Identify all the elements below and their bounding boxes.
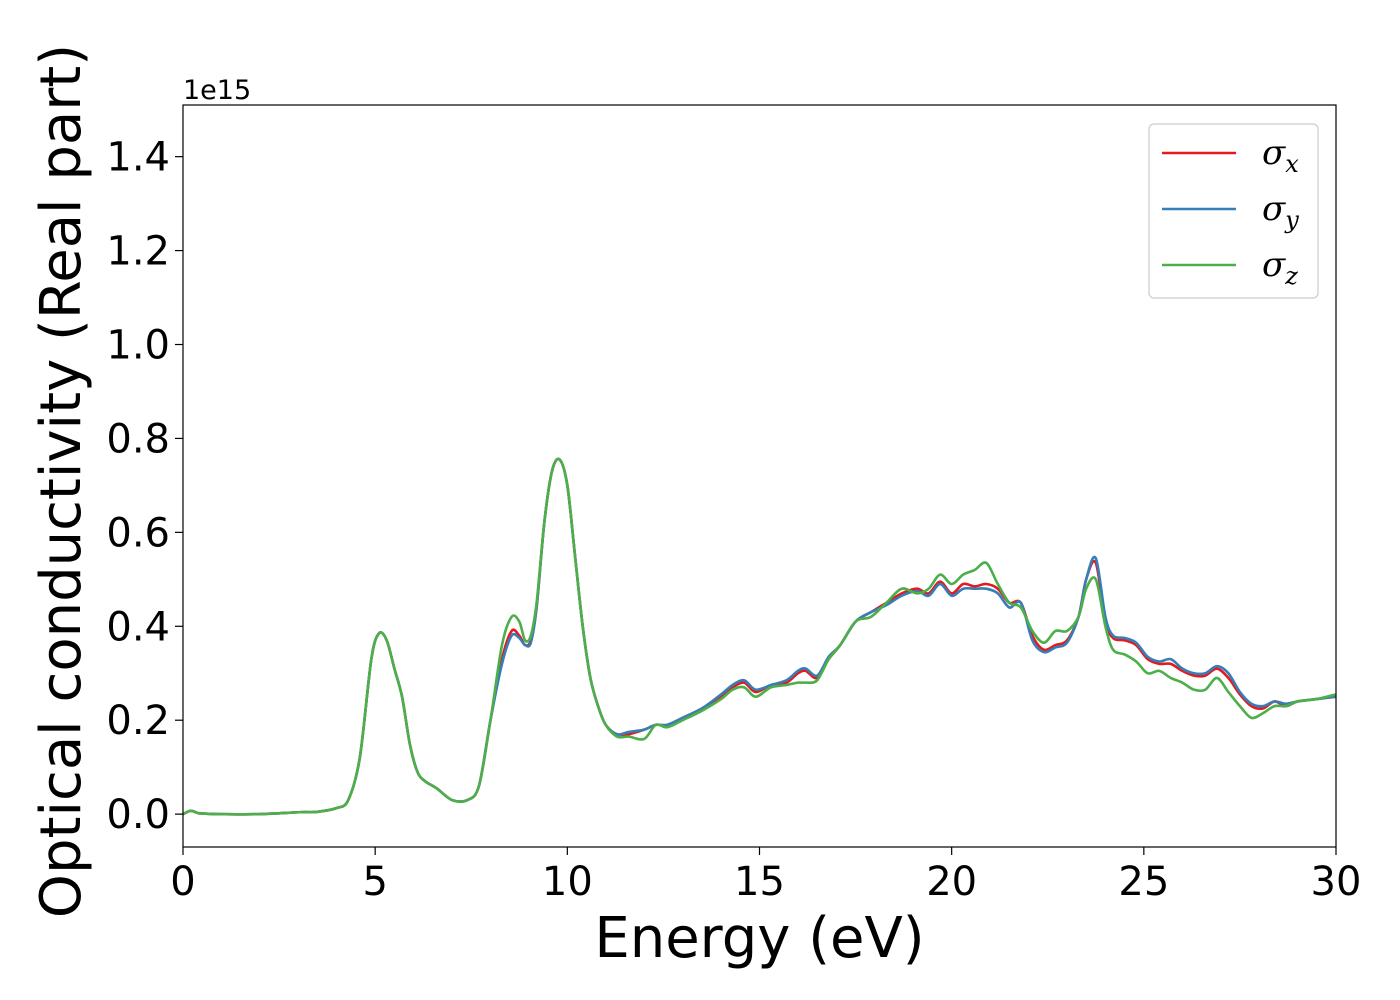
x-tick-label: 0 (170, 859, 195, 905)
x-axis-ticks: 0 5 10 15 20 25 30 (170, 847, 1361, 905)
x-axis-title: Energy (eV) (594, 906, 924, 971)
x-tick-label: 5 (362, 859, 387, 905)
legend-frame (1148, 123, 1319, 299)
y-tick-label: 1.0 (106, 323, 170, 369)
x-tick-label: 25 (1118, 859, 1169, 905)
y-tick-label: 1.4 (106, 135, 170, 181)
legend: σx σy σz (1148, 123, 1319, 299)
x-tick-label: 30 (1311, 859, 1362, 905)
legend-label-z: σz (1262, 245, 1298, 290)
legend-label-x: σx (1262, 133, 1299, 178)
y-tick-label: 0.0 (106, 792, 170, 838)
x-tick-label: 10 (542, 859, 593, 905)
y-tick-label: 0.4 (106, 604, 170, 650)
y-tick-label: 0.2 (106, 698, 170, 744)
series-line-z (183, 457, 1336, 816)
y-tick-label: 1.2 (106, 229, 170, 275)
x-tick-label: 15 (734, 859, 785, 905)
y-tick-label: 0.6 (106, 510, 170, 556)
y-axis-title: Optical conductivity (Real part) (29, 44, 94, 918)
legend-label-y: σy (1262, 189, 1299, 234)
y-tick-label: 0.8 (106, 416, 170, 462)
y-axis-offset-label: 1e15 (183, 75, 251, 106)
x-tick-label: 20 (926, 859, 977, 905)
series-layer (183, 457, 1336, 816)
y-axis-ticks: 0.0 0.2 0.4 0.6 0.8 1.0 1.2 1.4 (106, 135, 183, 838)
